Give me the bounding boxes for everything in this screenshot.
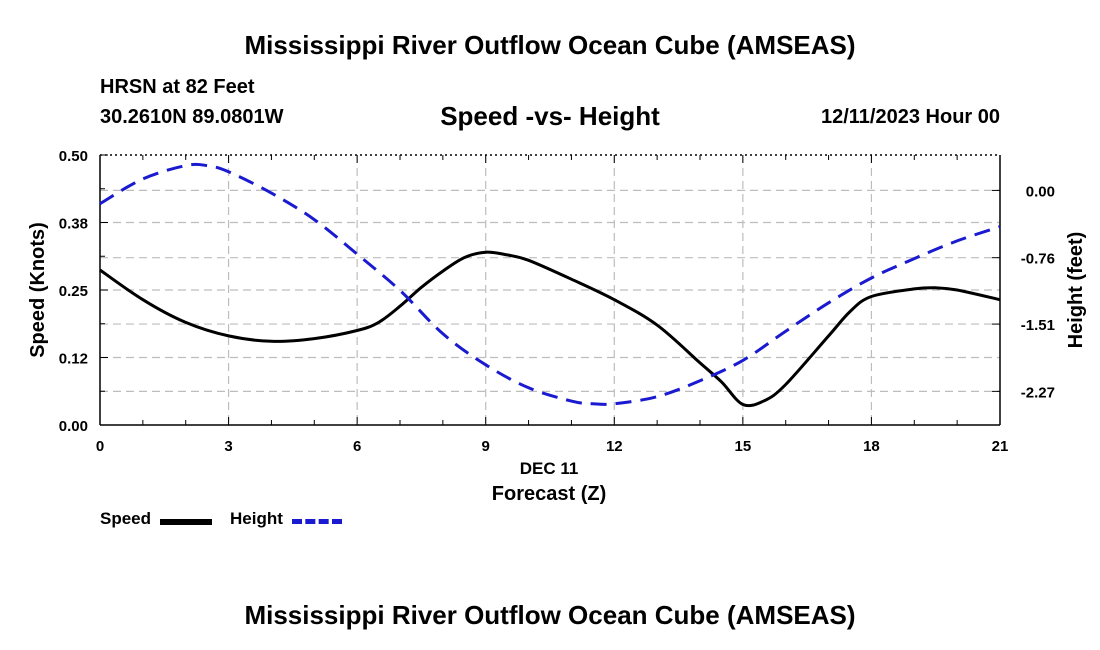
y2-axis-label: Height (feet)	[1065, 232, 1087, 349]
x-tick-label: 9	[482, 438, 490, 455]
y-tick-label: 0.12	[59, 351, 88, 368]
footer-title: Mississippi River Outflow Ocean Cube (AM…	[244, 600, 856, 630]
y-axis-label: Speed (Knots)	[27, 222, 49, 358]
series-height-line	[99, 162, 1001, 406]
chart-title: Speed -vs- Height	[440, 101, 660, 131]
legend-height-label: Height	[230, 509, 283, 528]
forecast-datetime: 12/11/2023 Hour 00	[820, 106, 1000, 128]
legend-speed-label: Speed	[100, 509, 152, 528]
x-tick-label: 18	[863, 438, 880, 455]
x-tick-label: 0	[96, 438, 104, 455]
chart-main-title: Mississippi River Outflow Ocean Cube (AM…	[244, 30, 856, 60]
series-speed-line	[99, 250, 1001, 408]
y-tick-label: 0.25	[59, 283, 88, 300]
station-coordinates: 30.2610N 89.0801W	[100, 106, 284, 128]
x-tick-label: 6	[353, 438, 361, 455]
y-tick-label: 0.38	[59, 216, 88, 233]
legend-height-swatch	[292, 519, 342, 524]
x-axis-sublabel: DEC 11	[520, 459, 579, 478]
y-tick-label: 0.50	[59, 148, 88, 165]
x-tick-label: 21	[992, 438, 1009, 455]
x-tick-label: 12	[606, 438, 623, 455]
x-axis-label: Forecast (Z)	[492, 483, 606, 505]
x-tick-label: 15	[735, 438, 752, 455]
y2-tick-label: -0.76	[1021, 251, 1055, 268]
y2-tick-label: 0.00	[1026, 183, 1055, 200]
station-name: HRSN at 82 Feet	[100, 76, 255, 98]
y2-tick-label: -1.51	[1021, 317, 1055, 334]
x-tick-label: 3	[224, 438, 232, 455]
legend-speed-swatch	[160, 519, 212, 525]
y-tick-label: 0.00	[59, 418, 88, 435]
y2-tick-label: -2.27	[1021, 384, 1055, 401]
